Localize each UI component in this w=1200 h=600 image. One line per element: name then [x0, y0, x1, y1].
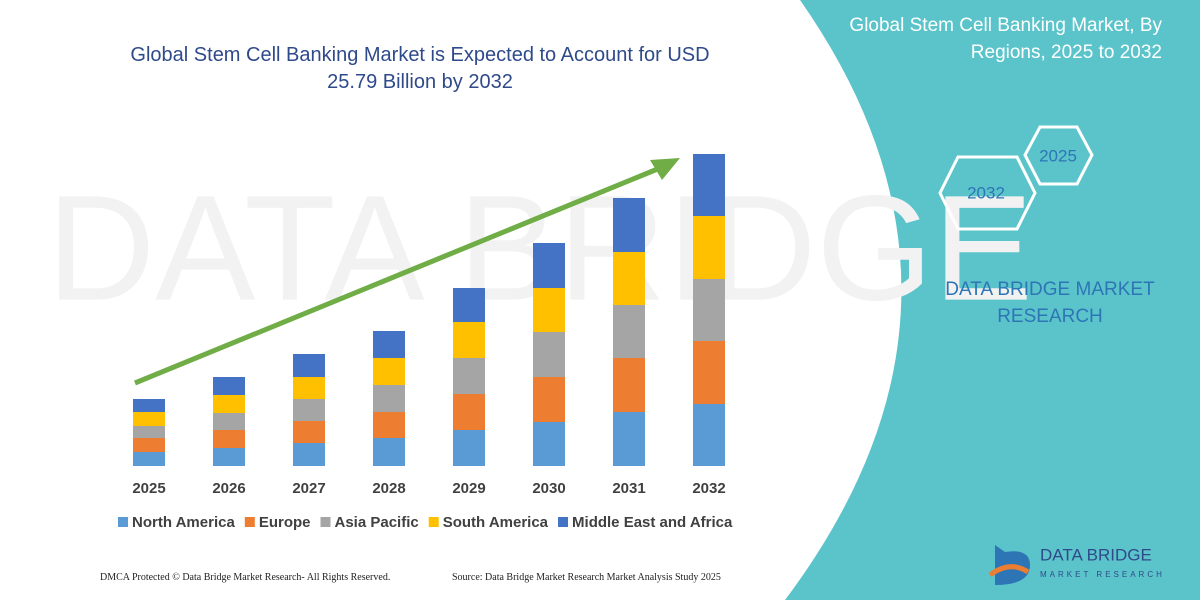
panel-title: Global Stem Cell Banking Market, By Regi…	[849, 15, 1162, 63]
bar-segment	[453, 430, 485, 466]
bar-segment	[533, 377, 565, 422]
bar-segment	[213, 377, 245, 395]
bar-segment	[453, 322, 485, 358]
bar-segment	[213, 395, 245, 413]
bar-segment	[373, 358, 405, 385]
bar-segment	[693, 341, 725, 404]
legend-swatch	[428, 517, 439, 527]
footer-left: DMCA Protected © Data Bridge Market Rese…	[100, 572, 391, 583]
brand-text: DATA BRIDGE MARKET RESEARCH	[945, 279, 1155, 327]
trend-arrow	[134, 165, 661, 386]
bar-segment	[373, 438, 405, 466]
x-tick-label: 2027	[292, 480, 325, 497]
bar-segment	[613, 358, 645, 412]
bar-segment	[533, 332, 565, 377]
bar-segment	[693, 216, 725, 279]
bar-segment	[293, 421, 325, 443]
bar-segment	[293, 377, 325, 399]
legend-swatch	[320, 517, 331, 527]
bar-segment	[133, 426, 165, 438]
bar-segment	[453, 394, 485, 430]
bar-segment	[133, 438, 165, 452]
legend-label: Europe	[259, 514, 311, 531]
bar-segment	[533, 422, 565, 466]
bar-segment	[213, 413, 245, 430]
bar-segment	[613, 252, 645, 305]
logo-tagline: MARKET RESEARCH	[1040, 570, 1165, 579]
x-tick-label: 2025	[132, 480, 165, 497]
bar-segment	[373, 385, 405, 412]
bar-segment	[533, 243, 565, 288]
legend-label: Asia Pacific	[335, 514, 419, 531]
bar-segment	[533, 288, 565, 332]
chart-title: Global Stem Cell Banking Market is Expec…	[130, 44, 710, 93]
legend-label: Middle East and Africa	[572, 514, 733, 531]
footer-right: Source: Data Bridge Market Research Mark…	[452, 572, 721, 583]
x-tick-label: 2026	[212, 480, 245, 497]
bar-segment	[693, 279, 725, 341]
bar-segment	[133, 399, 165, 412]
x-tick-label: 2029	[452, 480, 485, 497]
x-tick-label: 2028	[372, 480, 405, 497]
bar-segment	[133, 452, 165, 466]
hexagon-label: 2025	[1039, 146, 1077, 165]
bar-segment	[693, 404, 725, 466]
bar-segment	[133, 412, 165, 426]
bar-segment	[613, 305, 645, 358]
legend-swatch	[558, 517, 569, 527]
x-tick-label: 2032	[692, 480, 725, 497]
legend-swatch	[244, 517, 255, 527]
hexagon-label: 2032	[967, 183, 1005, 202]
x-tick-label: 2031	[612, 480, 645, 497]
legend-label: North America	[132, 514, 235, 531]
bar-segment	[693, 154, 725, 216]
legend-label: South America	[443, 514, 549, 531]
trend-arrow-head	[650, 158, 680, 180]
logo-name: DATA BRIDGE	[1040, 545, 1152, 564]
bar-segment	[213, 448, 245, 466]
bar-segment	[373, 331, 405, 358]
bar-segment	[613, 198, 645, 252]
bar-segment	[373, 412, 405, 438]
bar-segment	[453, 358, 485, 394]
bar-segment	[293, 443, 325, 466]
legend-swatch	[118, 517, 128, 527]
bar-segment	[213, 430, 245, 448]
bar-segment	[613, 412, 645, 466]
hexagon	[938, 155, 1037, 231]
bar-segment	[293, 354, 325, 377]
logo-mark	[988, 564, 1030, 578]
bar-segment	[293, 399, 325, 421]
x-tick-label: 2030	[532, 480, 565, 497]
hexagon	[1023, 125, 1094, 186]
bar-segment	[453, 288, 485, 322]
side-panel	[785, 0, 1200, 600]
